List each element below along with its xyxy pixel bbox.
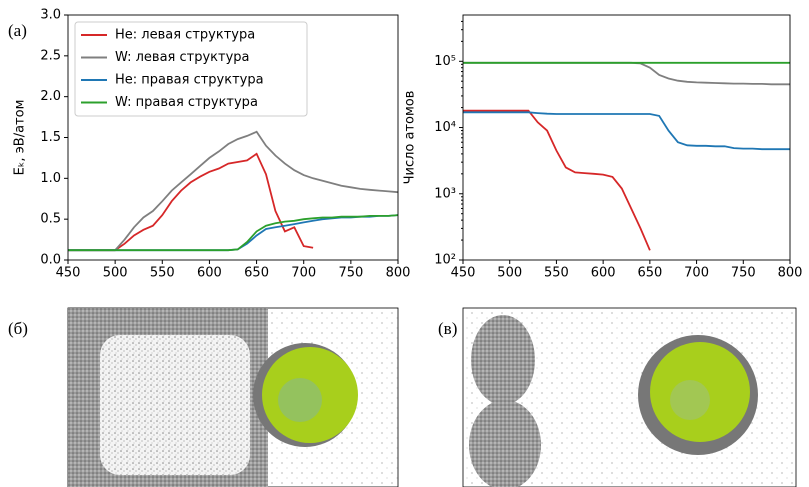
x-tick-label: 650 (244, 266, 269, 281)
line (463, 61, 790, 86)
y-tick-label: 0.5 (40, 212, 61, 227)
panel-label: (а) (8, 21, 27, 40)
legend-box (74, 21, 308, 117)
y-tick-label: 2.0 (40, 89, 61, 104)
legend-label: He: правая структура (115, 73, 264, 88)
y-tick-label: 10³ (434, 186, 456, 201)
line (463, 111, 790, 151)
y-tick-label: 1.0 (40, 171, 61, 186)
y-tick-label: 10⁴ (434, 120, 456, 135)
panel-label: (в) (438, 319, 457, 338)
y-tick-label: 2.5 (40, 48, 61, 63)
line (68, 214, 398, 252)
x-tick-label: 700 (684, 266, 709, 281)
y-tick-label: 10² (434, 253, 456, 268)
x-tick-label: 750 (338, 266, 363, 281)
legend-label: He: левая структура (115, 28, 255, 43)
x-tick-label: 800 (778, 266, 803, 281)
x-tick-label: 550 (544, 266, 569, 281)
x-tick-label: 750 (731, 266, 756, 281)
x-tick-label: 450 (56, 266, 81, 281)
x-tick-label: 700 (291, 266, 316, 281)
x-tick-label: 600 (197, 266, 222, 281)
y-tick-label: 0.0 (40, 253, 61, 268)
x-tick-label: 500 (103, 266, 128, 281)
y-axis-label: Eₖ, эВ/атом (13, 100, 28, 176)
panel-label: (б) (8, 319, 28, 338)
y-tick-label: 1.5 (40, 130, 61, 145)
y-axis-label: Число атомов (403, 91, 418, 185)
x-tick-label: 500 (497, 266, 522, 281)
image-b (67, 307, 399, 487)
x-tick-label: 550 (150, 266, 175, 281)
y-tick-label: 10⁵ (434, 54, 456, 69)
line (68, 130, 398, 252)
legend-label: W: правая структура (115, 95, 258, 110)
x-tick-label: 450 (451, 266, 476, 281)
line (68, 214, 398, 252)
line (68, 152, 314, 252)
y-tick-label: 3.0 (40, 8, 61, 23)
x-tick-label: 650 (637, 266, 662, 281)
line (463, 109, 651, 251)
axes-frame (462, 14, 791, 261)
legend-label: W: левая структура (115, 50, 250, 65)
image-c (462, 307, 797, 487)
x-tick-label: 600 (591, 266, 616, 281)
x-tick-label: 800 (386, 266, 411, 281)
